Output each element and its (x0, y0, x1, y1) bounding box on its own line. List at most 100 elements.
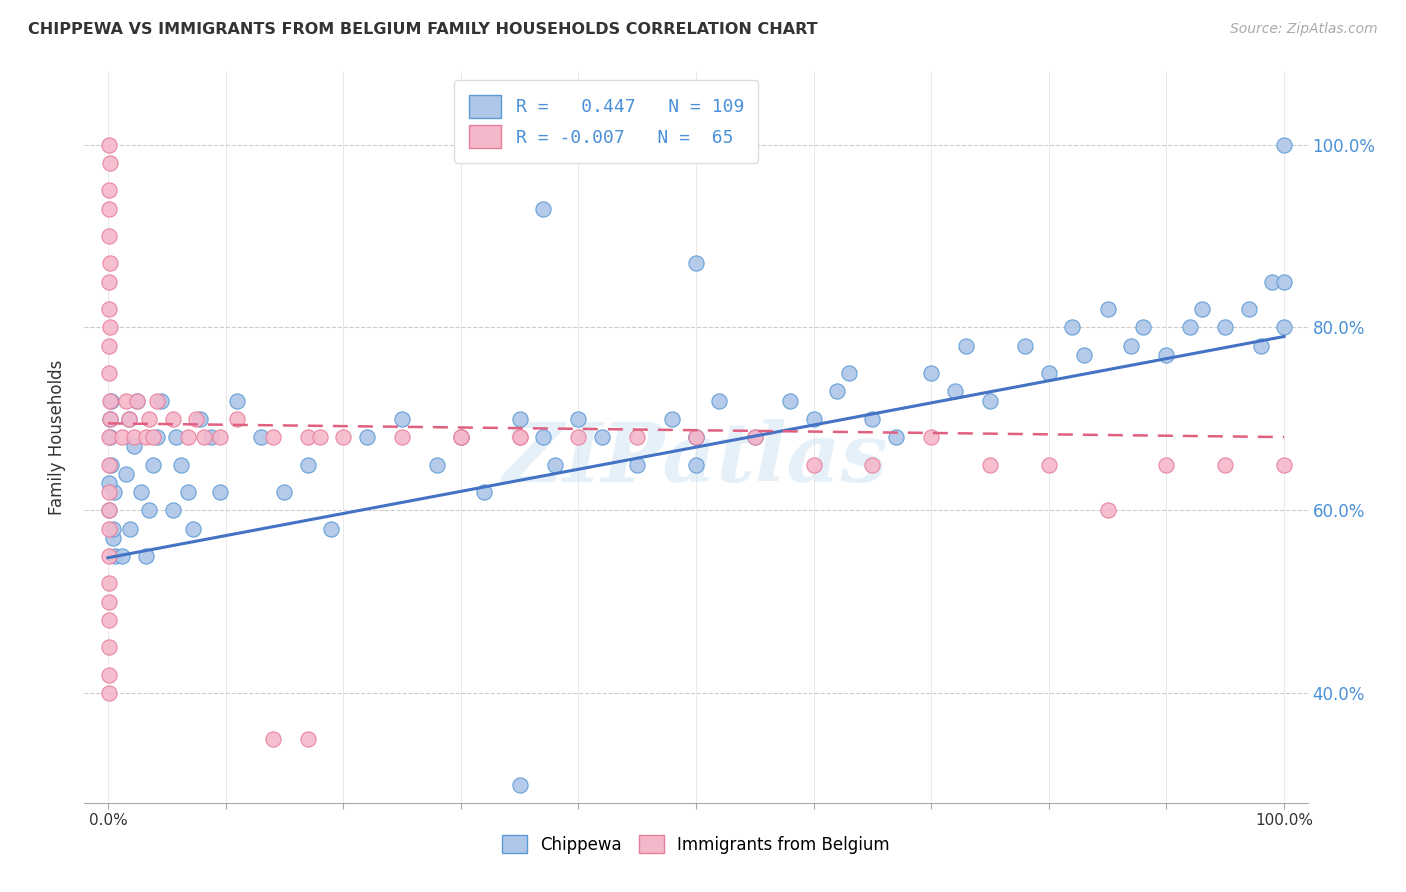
Point (170, 458, 193, 472)
Point (135, 430, 157, 444)
Point (138, 412, 160, 426)
Point (208, 430, 231, 444)
Point (860, 458, 883, 472)
Point (162, 412, 184, 426)
Point (127, 393, 149, 408)
Point (685, 430, 707, 444)
Y-axis label: Family Households: Family Households (48, 359, 66, 515)
Point (142, 430, 165, 444)
Point (321, 521, 343, 535)
Point (1156, 458, 1178, 472)
Point (685, 256, 707, 270)
Point (98, 640, 121, 655)
Point (332, 430, 354, 444)
Point (920, 366, 942, 380)
Point (1272, 137, 1295, 152)
Point (114, 393, 136, 408)
Point (1062, 320, 1084, 334)
Point (685, 458, 707, 472)
Point (838, 366, 860, 380)
Point (1237, 301, 1260, 317)
Point (165, 430, 187, 444)
Point (544, 458, 567, 472)
Point (98, 183, 121, 197)
Point (177, 430, 200, 444)
Point (979, 393, 1001, 408)
Point (100, 393, 122, 408)
Point (591, 430, 613, 444)
Point (262, 731, 284, 746)
Point (122, 439, 145, 453)
Point (98, 503, 121, 517)
Point (118, 412, 141, 426)
Point (450, 430, 472, 444)
Point (1272, 275, 1295, 289)
Point (181, 521, 204, 535)
Point (104, 549, 127, 563)
Point (1121, 338, 1143, 352)
Point (100, 458, 122, 472)
Point (177, 485, 200, 500)
Point (208, 485, 231, 500)
Point (98, 475, 121, 490)
Point (884, 430, 907, 444)
Point (803, 458, 825, 472)
Point (98, 275, 121, 289)
Point (129, 485, 152, 500)
Point (98, 393, 121, 408)
Point (118, 412, 141, 426)
Point (135, 549, 157, 563)
Point (138, 503, 160, 517)
Point (509, 430, 531, 444)
Point (297, 458, 319, 472)
Point (626, 458, 648, 472)
Point (920, 430, 942, 444)
Point (450, 430, 472, 444)
Point (509, 778, 531, 792)
Point (1272, 458, 1295, 472)
Text: ZIPatlas: ZIPatlas (503, 419, 889, 499)
Point (162, 503, 184, 517)
Point (98, 430, 121, 444)
Point (262, 430, 284, 444)
Point (98, 412, 121, 426)
Point (98, 320, 121, 334)
Point (98, 301, 121, 317)
Point (98, 686, 121, 700)
Point (1178, 320, 1201, 334)
Point (226, 393, 249, 408)
Point (709, 393, 731, 408)
Point (661, 412, 683, 426)
Point (273, 485, 295, 500)
Point (860, 412, 883, 426)
Point (122, 430, 145, 444)
Point (103, 485, 125, 500)
Point (979, 458, 1001, 472)
Point (567, 430, 589, 444)
Text: CHIPPEWA VS IMMIGRANTS FROM BELGIUM FAMILY HOUSEHOLDS CORRELATION CHART: CHIPPEWA VS IMMIGRANTS FROM BELGIUM FAMI… (28, 22, 818, 37)
Point (472, 485, 495, 500)
Point (98, 485, 121, 500)
Point (509, 430, 531, 444)
Point (1261, 275, 1284, 289)
Point (98, 256, 121, 270)
Point (127, 393, 149, 408)
Point (531, 202, 554, 216)
Point (509, 412, 531, 426)
Point (98, 412, 121, 426)
Point (567, 412, 589, 426)
Point (249, 430, 271, 444)
Point (308, 430, 330, 444)
Point (114, 467, 136, 481)
Point (1213, 320, 1236, 334)
Point (1250, 338, 1272, 352)
Point (120, 521, 142, 535)
Point (98, 228, 121, 243)
Point (1038, 458, 1060, 472)
Point (955, 338, 977, 352)
Point (98, 594, 121, 608)
Point (1213, 458, 1236, 472)
Point (149, 393, 172, 408)
Point (1038, 366, 1060, 380)
Point (98, 155, 121, 169)
